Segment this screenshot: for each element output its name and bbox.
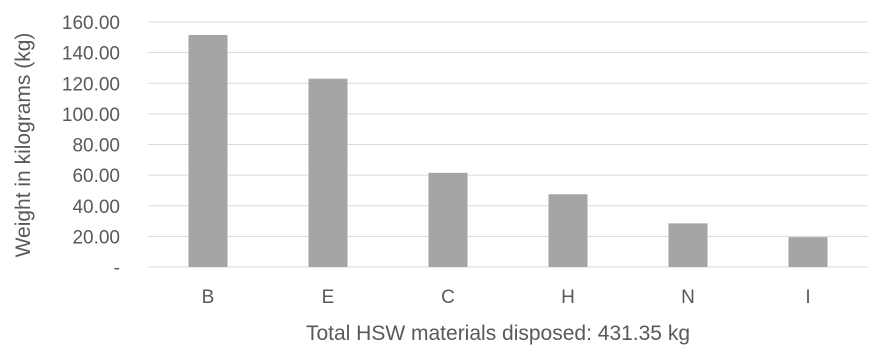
y-tick-label: 60.00 [72,166,120,187]
x-tick-label: N [681,287,695,308]
y-tick-label: 20.00 [72,227,120,248]
bar-h [548,194,588,267]
y-tick-label: 140.00 [62,44,120,65]
bar-i [788,237,828,267]
x-tick-label: I [805,287,810,308]
x-axis-title: Total HSW materials disposed: 431.35 kg [306,322,690,345]
x-tick-label: H [561,287,575,308]
y-axis-ticks: - 20.00 40.00 60.00 80.00 100.00 120.00 140.00 1… [62,13,120,279]
bars [188,35,828,267]
y-axis-title: Weight in kilograms (kg) [12,33,35,258]
bar-b [188,35,228,267]
y-tick-label: 40.00 [72,197,120,218]
grid-lines [148,21,868,268]
x-tick-label: C [441,287,455,308]
bar-e [308,78,348,267]
y-tick-label: 80.00 [72,136,120,157]
y-tick-label: 100.00 [62,105,120,126]
y-tick-label: 160.00 [62,13,120,34]
y-tick-label: 120.00 [62,74,120,95]
bar-n [668,223,708,267]
x-tick-label: E [322,287,335,308]
bar-c [428,172,468,267]
y-tick-label: - [114,258,120,279]
x-tick-label: B [202,287,215,308]
